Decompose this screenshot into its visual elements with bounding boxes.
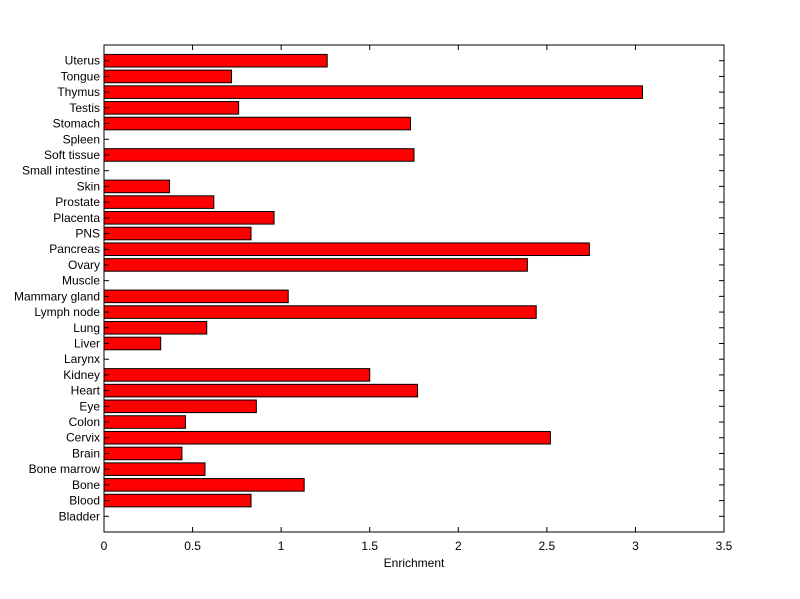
y-tick-label-lymph-node: Lymph node bbox=[34, 305, 100, 319]
bar-blood bbox=[103, 493, 252, 508]
x-tick-label: 3 bbox=[632, 539, 639, 553]
x-tick-label: 1 bbox=[278, 539, 285, 553]
bar-bone bbox=[103, 478, 305, 492]
bar-bone-marrow bbox=[103, 462, 206, 476]
y-tick-label-skin: Skin bbox=[77, 179, 100, 193]
y-tick-label-eye: Eye bbox=[79, 399, 100, 413]
bar-brain bbox=[103, 446, 183, 461]
y-tick-label-pancreas: Pancreas bbox=[49, 242, 100, 256]
y-tick-label-heart: Heart bbox=[71, 384, 101, 398]
y-tick-label-tongue: Tongue bbox=[61, 69, 101, 83]
bar-thymus bbox=[103, 85, 644, 99]
y-tick-label-stomach: Stomach bbox=[53, 117, 100, 131]
bar-testis bbox=[103, 101, 240, 115]
bar-soft-tissue bbox=[103, 148, 415, 162]
y-tick-label-lung: Lung bbox=[73, 321, 100, 335]
bar-uterus bbox=[103, 53, 328, 68]
bar-lymph-node bbox=[103, 305, 537, 319]
bar-pancreas bbox=[103, 242, 590, 257]
x-tick-label: 2.5 bbox=[539, 539, 556, 553]
y-tick-label-small-intestine: Small intestine bbox=[22, 164, 100, 178]
bar-mammary-gland bbox=[103, 289, 289, 304]
bar-cervix bbox=[103, 430, 551, 445]
bar-ovary bbox=[103, 258, 528, 272]
x-axis-title: Enrichment bbox=[384, 556, 445, 570]
y-tick-label-blood: Blood bbox=[69, 494, 100, 508]
bar-lung bbox=[103, 320, 208, 335]
y-tick-label-prostate: Prostate bbox=[55, 195, 100, 209]
y-tick-label-bone-marrow: Bone marrow bbox=[29, 462, 101, 476]
y-tick-label-mammary-gland: Mammary gland bbox=[14, 289, 100, 303]
y-tick-label-testis: Testis bbox=[69, 101, 100, 115]
x-tick-label: 3.5 bbox=[716, 539, 733, 553]
y-tick-label-soft-tissue: Soft tissue bbox=[44, 148, 100, 162]
bar-placenta bbox=[103, 211, 275, 225]
x-tick-label: 2 bbox=[455, 539, 462, 553]
bar-kidney bbox=[103, 368, 371, 382]
y-tick-label-spleen: Spleen bbox=[63, 132, 100, 146]
bar-tongue bbox=[103, 69, 233, 84]
x-tick-label: 1.5 bbox=[361, 539, 378, 553]
y-tick-label-colon: Colon bbox=[69, 415, 100, 429]
bar-eye bbox=[103, 399, 257, 414]
y-tick-label-bone: Bone bbox=[72, 478, 100, 492]
y-tick-label-kidney: Kidney bbox=[63, 368, 100, 382]
bar-stomach bbox=[103, 116, 411, 131]
y-tick-label-thymus: Thymus bbox=[57, 85, 100, 99]
y-tick-label-placenta: Placenta bbox=[53, 211, 100, 225]
y-tick-label-pns: PNS bbox=[75, 227, 100, 241]
x-tick-label: 0 bbox=[101, 539, 108, 553]
bar-heart bbox=[103, 383, 419, 398]
y-tick-label-ovary: Ovary bbox=[68, 258, 100, 272]
y-tick-label-bladder: Bladder bbox=[59, 509, 100, 523]
bar-skin bbox=[103, 179, 171, 194]
plot-frame bbox=[103, 44, 725, 533]
y-tick-label-cervix: Cervix bbox=[66, 431, 100, 445]
y-tick-label-liver: Liver bbox=[74, 336, 100, 350]
y-tick-label-larynx: Larynx bbox=[64, 352, 100, 366]
y-tick-label-uterus: Uterus bbox=[65, 54, 100, 68]
bar-prostate bbox=[103, 195, 215, 209]
bar-pns bbox=[103, 226, 252, 241]
x-ticks-group: 0 0.5 1 1.5 2 2.5 3 3.5 bbox=[101, 45, 733, 553]
y-tick-label-brain: Brain bbox=[72, 446, 100, 460]
bar-colon bbox=[103, 415, 186, 429]
bar-liver bbox=[103, 336, 162, 351]
y-tick-label-muscle: Muscle bbox=[62, 274, 100, 288]
x-tick-label: 0.5 bbox=[184, 539, 201, 553]
